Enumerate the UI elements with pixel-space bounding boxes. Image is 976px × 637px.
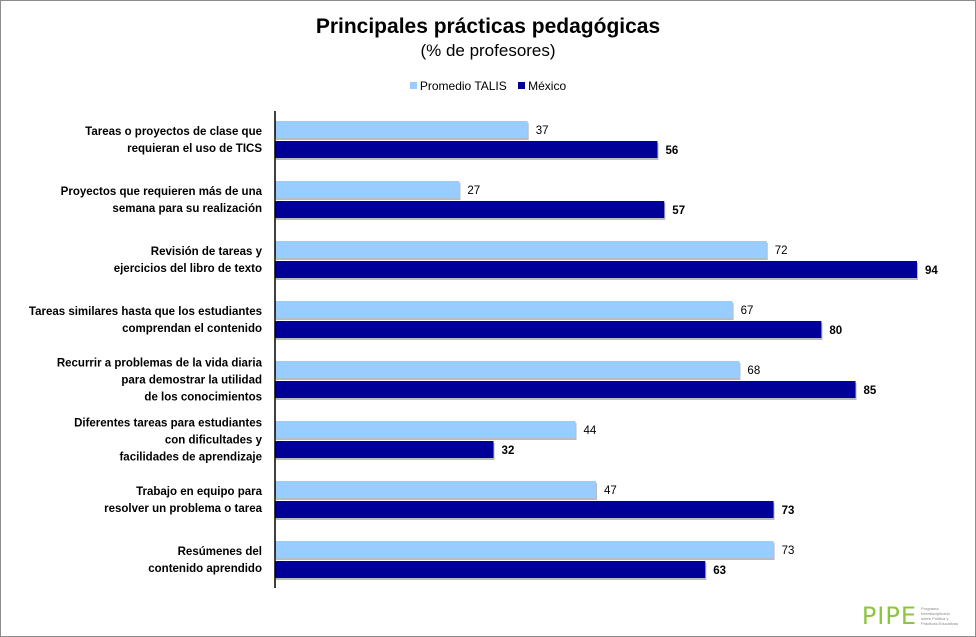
data-label-mexico: 85 (864, 385, 877, 397)
category-label: Tareas similares hasta que los estudiant… (29, 306, 262, 318)
bar-talis (275, 541, 774, 558)
bar-mexico (275, 501, 774, 518)
category-label: Trabajo en equipo para (136, 486, 262, 498)
data-label-talis: 47 (604, 485, 617, 497)
category-label: Revisión de tareas y (151, 246, 263, 258)
legend-swatch-mexico (518, 82, 526, 89)
pipe-logo: PIPE Programa Interdisciplinario sobre P… (862, 602, 961, 630)
data-label-talis: 67 (741, 305, 754, 317)
data-label-mexico: 94 (925, 265, 938, 277)
category-label: resolver un problema o tarea (104, 503, 262, 515)
data-label-talis: 73 (782, 545, 795, 557)
bar-talis (275, 421, 576, 438)
bar-mexico (275, 321, 822, 338)
category-label: comprendan el contenido (122, 323, 262, 335)
bar-mexico (275, 261, 917, 278)
data-label-talis: 27 (467, 185, 480, 197)
category-label: Tareas o proyectos de clase que (85, 126, 262, 138)
category-label: semana para su realización (112, 203, 262, 215)
data-label-talis: 37 (536, 125, 549, 137)
bar-mexico (275, 201, 665, 218)
logo-mark: PIPE (861, 602, 917, 630)
category-label: Recurrir a problemas de la vida diaria (57, 358, 263, 370)
bar-talis (275, 121, 528, 138)
data-label-mexico: 57 (672, 205, 685, 217)
category-label: para demostrar la utilidad (121, 375, 262, 387)
legend-swatch-talis (409, 82, 417, 89)
data-label-mexico: 73 (782, 505, 795, 517)
data-label-talis: 44 (584, 425, 597, 437)
chart-title: Principales prácticas pedagógicas (315, 15, 661, 38)
category-label: facilidades de aprendizaje (119, 452, 262, 464)
category-label: con dificultades y (165, 435, 263, 447)
data-label-talis: 72 (775, 245, 788, 257)
category-label: Proyectos que requieren más de una (61, 186, 263, 198)
data-label-talis: 68 (747, 365, 760, 377)
legend-item-mexico: México (518, 79, 566, 93)
legend: Promedio TALIS México (1, 78, 975, 93)
category-label: de los conocimientos (144, 392, 262, 404)
chart-subtitle: (% de profesores) (420, 41, 556, 60)
bar-mexico (275, 441, 494, 458)
logo-text: Programa Interdisciplinario sobre Políti… (921, 606, 959, 626)
data-label-mexico: 56 (665, 145, 678, 157)
bar-talis (275, 241, 767, 258)
legend-item-talis: Promedio TALIS (409, 78, 507, 93)
category-label: Resúmenes del (178, 546, 262, 558)
bar-talis (275, 181, 460, 198)
bar-mexico (275, 141, 658, 158)
bar-mexico (275, 381, 856, 398)
bar-talis (275, 301, 733, 318)
data-label-mexico: 32 (502, 445, 515, 457)
category-label: ejercicios del libro de texto (114, 263, 262, 275)
legend-label-mexico: México (528, 78, 567, 93)
bar-talis (275, 481, 596, 498)
category-label: Diferentes tareas para estudiantes (74, 418, 262, 430)
category-label: requieran el uso de TICS (127, 143, 262, 155)
category-label: contenido aprendido (148, 563, 262, 575)
data-label-mexico: 80 (829, 325, 842, 337)
legend-label-talis: Promedio TALIS (419, 78, 507, 93)
data-label-mexico: 63 (713, 565, 726, 577)
bar-mexico (275, 561, 706, 578)
bar-talis (275, 361, 740, 378)
